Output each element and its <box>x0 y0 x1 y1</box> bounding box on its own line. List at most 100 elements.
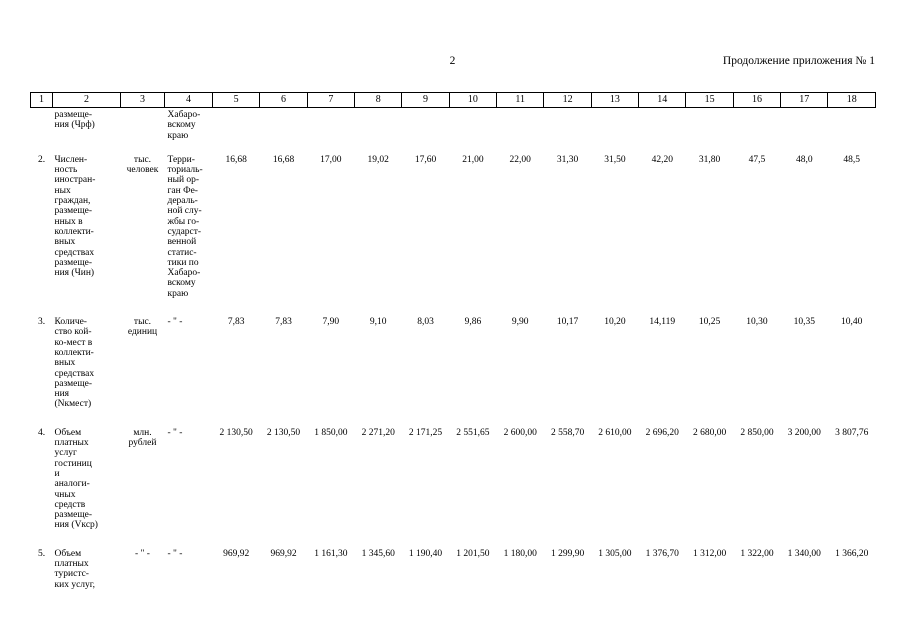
indicator-name: размеще- ния (Чрф) <box>54 110 95 131</box>
unit-cell: млн. рублей <box>128 427 157 449</box>
value-cell <box>402 108 449 153</box>
column-number-cell: 18 <box>827 92 876 108</box>
table-row: 4. Объем платных услуг гостиниц и аналоги… <box>31 426 876 547</box>
source-cell: - " - <box>167 427 183 438</box>
value-cell <box>733 108 780 153</box>
value-cell <box>591 108 638 153</box>
value-cell <box>213 108 260 153</box>
source-cell: - " - <box>167 548 183 559</box>
value-cell <box>260 108 307 153</box>
column-number-cell: 5 <box>211 92 261 108</box>
value-cell <box>355 108 402 153</box>
value-cell: 1 161,30 <box>314 548 348 559</box>
row-number: 2. <box>37 154 46 165</box>
column-number-cell: 13 <box>590 92 640 108</box>
column-number-cell: 10 <box>448 92 498 108</box>
value-cell: 48,0 <box>795 154 813 165</box>
value-cell: 1 201,50 <box>456 548 490 559</box>
value-cell: 7,83 <box>227 317 245 328</box>
value-cell: 1 366,20 <box>835 548 869 559</box>
value-cell: 9,10 <box>369 317 387 328</box>
value-cell: 31,50 <box>604 154 626 165</box>
column-number-cell: 14 <box>638 92 687 108</box>
unit-cell: тыс. человек <box>126 154 159 176</box>
value-cell: 9,86 <box>464 317 482 328</box>
value-cell: 8,03 <box>417 317 434 328</box>
value-cell: 1 299,90 <box>550 548 585 559</box>
column-number-cell: 6 <box>259 92 308 108</box>
value-cell: 3 807,76 <box>835 427 869 438</box>
column-number-cell: 12 <box>543 92 592 108</box>
value-cell: 1 376,70 <box>645 548 679 559</box>
indicator-name: Числен- ность иностран- ных граждан, раз… <box>54 154 96 279</box>
value-cell: 2 130,50 <box>219 427 253 438</box>
table-row: размеще- ния (Чрф) Хабаро- вскому краю <box>31 108 876 153</box>
value-cell <box>828 108 876 153</box>
value-cell: 1 340,00 <box>787 548 821 559</box>
value-cell: 2 600,00 <box>503 427 537 438</box>
column-number-cell: 16 <box>732 92 782 108</box>
page-header: 2 Продолжение приложения № 1 <box>30 55 875 71</box>
value-cell: 10,17 <box>556 317 579 328</box>
column-number-cell: 8 <box>354 92 403 108</box>
value-cell: 17,60 <box>414 154 437 165</box>
value-cell <box>686 108 733 153</box>
value-cell: 10,20 <box>604 317 626 328</box>
value-cell <box>449 108 496 153</box>
source-cell: - " - <box>167 317 183 328</box>
continuation-note: Продолжение приложения № 1 <box>722 55 875 67</box>
unit-cell: - " - <box>135 548 150 559</box>
value-cell: 2 171,25 <box>408 427 443 438</box>
column-number-cell: 4 <box>164 92 213 108</box>
value-cell: 48,5 <box>843 154 861 165</box>
value-cell: 1 305,00 <box>598 548 632 559</box>
row-number: 3. <box>37 317 46 328</box>
column-number-cell: 11 <box>496 92 545 108</box>
value-cell <box>497 108 544 153</box>
value-cell: 14,119 <box>649 317 676 328</box>
row-number: 5. <box>37 548 46 559</box>
value-cell: 7,90 <box>322 317 340 328</box>
column-numbers-row: 1 2 3 4 5 6 7 8 9 10 11 12 13 14 15 16 17 18 <box>30 92 876 108</box>
indicator-name: Объем платных услуг гостиниц и аналоги- … <box>54 427 98 531</box>
value-cell <box>639 108 686 153</box>
value-cell: 1 180,00 <box>503 548 537 559</box>
value-cell: 3 200,00 <box>787 427 821 438</box>
value-cell: 969,92 <box>223 548 250 559</box>
column-number-cell: 17 <box>780 92 829 108</box>
unit-cell: тыс. единиц <box>127 317 158 338</box>
column-number-cell: 2 <box>52 92 121 108</box>
page-number: 2 <box>449 55 456 67</box>
source-cell: Хабаро- вскому краю <box>167 110 201 141</box>
value-cell: 1 345,60 <box>361 548 395 559</box>
value-cell: 7,83 <box>275 317 292 328</box>
value-cell: 2 271,20 <box>361 427 395 438</box>
value-cell: 2 558,70 <box>550 427 585 438</box>
value-cell: 2 551,65 <box>456 427 490 438</box>
column-number-cell: 3 <box>120 92 165 108</box>
column-number-cell: 15 <box>685 92 734 108</box>
value-cell: 31,30 <box>556 154 579 165</box>
value-cell: 1 850,00 <box>314 427 348 438</box>
value-cell: 16,68 <box>272 154 295 165</box>
unit-cell <box>121 108 165 153</box>
value-cell: 2 696,20 <box>645 427 679 438</box>
column-number-cell: 7 <box>306 92 356 108</box>
value-cell: 21,00 <box>462 154 484 165</box>
row-number <box>31 108 53 153</box>
value-cell <box>544 108 591 153</box>
value-cell: 19,02 <box>367 154 389 165</box>
value-cell: 16,68 <box>225 154 247 165</box>
value-cell: 969,92 <box>270 548 297 559</box>
value-cell: 10,30 <box>746 317 768 328</box>
table-row: 5. Объем платных туристс- ких услуг, - " -… <box>31 547 876 606</box>
column-number-cell: 1 <box>30 92 53 108</box>
column-number-cell: 9 <box>401 92 450 108</box>
value-cell: 42,20 <box>651 154 673 165</box>
value-cell: 10,35 <box>793 317 815 328</box>
value-cell: 2 850,00 <box>740 427 774 438</box>
value-cell: 2 610,00 <box>598 427 632 438</box>
value-cell: 22,00 <box>509 154 531 165</box>
row-number: 4. <box>37 427 46 438</box>
